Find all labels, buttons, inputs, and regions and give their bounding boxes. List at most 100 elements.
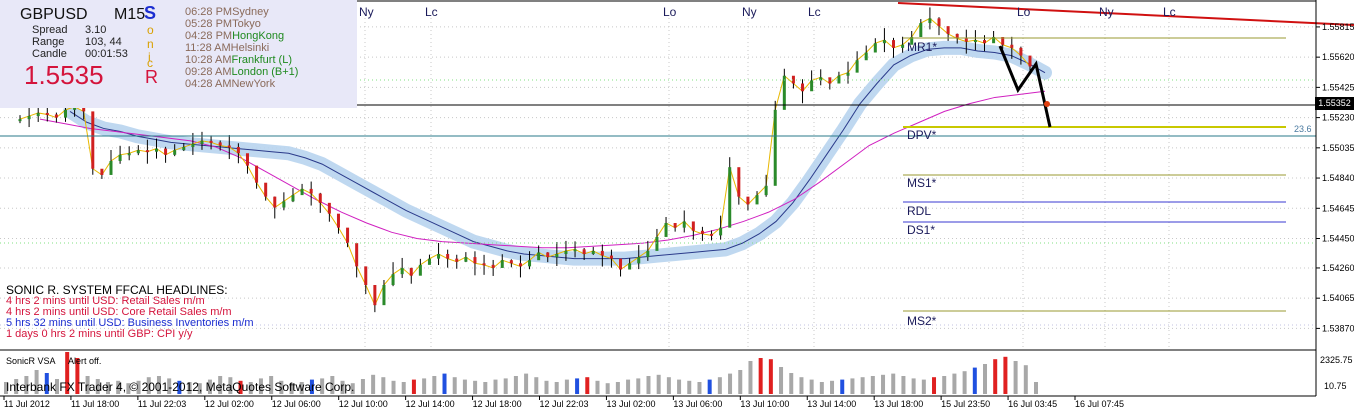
timeframe-label: M15 [114,6,146,23]
x-tick-label: 13 Jul 10:00 [740,399,789,409]
spread-label: Spread [32,24,68,36]
volume-bar [921,379,926,394]
session-time: 06:28 PM [185,6,233,18]
volume-bar [116,380,121,394]
price-bar [955,33,959,39]
price-bar [173,150,177,155]
volume-bar [95,379,100,394]
volume-bar [146,377,151,394]
trendline [897,2,1354,26]
price-bar [992,37,996,44]
price-bar [910,37,914,45]
y-tick-label: 1.53870 [1322,323,1354,333]
headline-item: 1 days 0 hrs 2 mins until GBP: CPI y/y [6,328,193,340]
price-bar [773,109,777,186]
x-tick-label: 12 Jul 10:00 [339,399,388,409]
sonic-letter-r: R [145,67,158,87]
price-bar [182,147,186,151]
volume-bar [809,379,814,394]
price-bar [655,236,659,251]
headlines-block: SONIC R. SYSTEM FFCAL HEADLINES: 4 hrs 2… [6,284,254,340]
headline-item: 4 hrs 2 mins until USD: Retail Sales m/m [6,295,205,307]
volume-bar [75,358,80,394]
volume-bar [493,379,498,394]
symbol-label: GBPUSD [20,6,88,24]
session-row: 09:28 AMLondon (B+1) [185,66,298,78]
volume-bar [371,374,376,394]
volume-bar [503,378,508,394]
volume-bar [901,376,906,394]
volume-bar [840,379,845,394]
price-bar [682,221,686,228]
volume-bar [891,373,896,394]
volume-bar [993,359,998,394]
price-bar [846,72,850,76]
volume-bar [830,380,835,394]
level-label-rdl: RDL [907,204,932,218]
x-tick-label: 12 Jul 18:00 [473,399,522,409]
price-bar [855,60,859,73]
volume-bar [636,378,641,394]
volume-bar [340,380,345,394]
headline-item: 5 hrs 32 mins until USD: Business Invent… [6,317,254,329]
price-bar [491,264,495,268]
level-label-ms2: MS2* [907,314,937,328]
price-bar [691,221,695,231]
volume-bar [299,382,304,394]
price-bar [327,202,331,214]
price-bar [637,257,641,264]
y-tick-label: 1.54645 [1322,203,1354,213]
volume-bar [677,379,682,394]
price-bar [582,249,586,254]
x-tick-label: 12 Jul 14:00 [406,399,455,409]
volume-bar [819,382,824,394]
volume-bar [1013,361,1018,394]
price-bar [282,201,286,208]
price-bar [236,147,240,154]
x-tick-label: 13 Jul 02:00 [606,399,655,409]
price-bar [473,257,477,264]
price-bar [673,223,677,228]
y-tick-label: 1.55035 [1322,143,1354,153]
price-bar [1010,44,1014,48]
price-bar [755,195,759,205]
volume-bar [1034,382,1038,394]
price-bar [619,258,623,270]
volume-bar [585,377,590,394]
price-bar [737,167,741,197]
session-city: NewYork [231,78,276,90]
price-bar [973,40,977,43]
price-bar [63,109,67,118]
price-bar [546,252,550,258]
volume-bar [615,382,620,394]
fib-label: 23.6 [1294,124,1312,134]
volume-bar [330,376,335,394]
volume-bar [952,373,957,394]
volume-bar [575,378,580,394]
volume-bar [85,376,90,394]
volume-bar [187,382,192,394]
volume-bar [432,376,437,394]
volume-bar [554,382,559,394]
price-bar [919,23,923,37]
volume-bar [126,383,131,394]
current-price-tag: 1.55352 [1315,97,1354,110]
price-bar [73,106,77,110]
session-row: 05:28 PMTokyo [185,18,261,30]
volume-bar [309,379,314,394]
price-bar [509,260,513,264]
sonic-letter-c: c [147,56,153,70]
volume-bar [228,377,233,394]
volume-bar [544,380,549,394]
price-line [19,17,1031,307]
volume-bar [483,382,488,394]
price-bar [100,168,104,175]
volume-bar [870,376,875,394]
price-bar [1028,55,1032,67]
price-bar [591,250,595,254]
price-bar [710,233,714,236]
price-bar [1019,47,1023,56]
y-tick-label: 1.55620 [1322,52,1354,62]
volume-bar [197,383,202,394]
